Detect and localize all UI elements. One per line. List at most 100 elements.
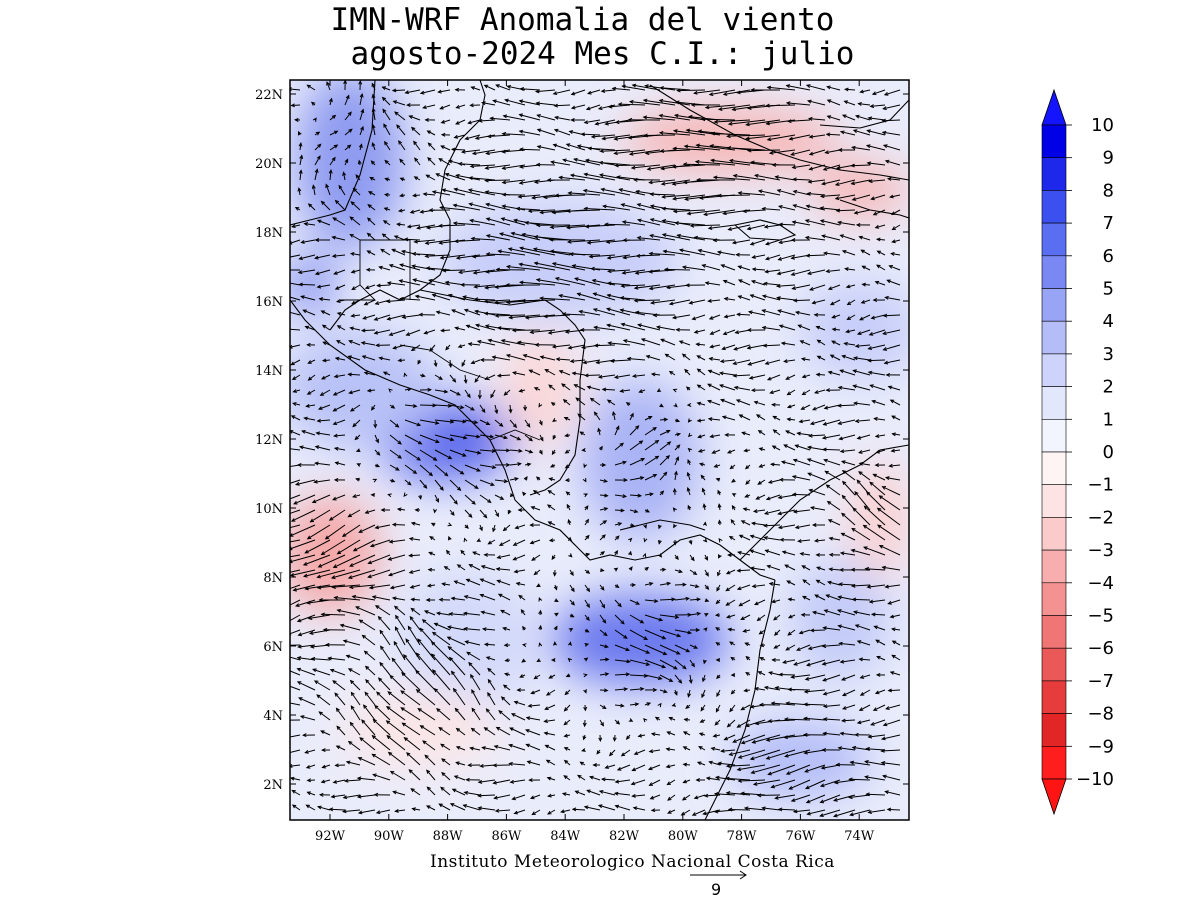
wind-vector (472, 269, 496, 275)
colorbar-label: −3 (1087, 540, 1114, 561)
wind-vector (646, 164, 676, 171)
wind-vector (882, 329, 901, 336)
wind-vector (298, 254, 316, 261)
wind-vector (290, 344, 301, 349)
wind-vector (575, 397, 586, 406)
wind-vector (518, 113, 541, 121)
wind-vector (697, 448, 706, 453)
wind-vector (600, 88, 616, 93)
wind-vector (668, 370, 676, 376)
wind-vector (449, 434, 468, 440)
wind-vector (371, 404, 376, 411)
wind-vector (504, 98, 526, 106)
wind-vector (524, 434, 533, 442)
wind-vector (381, 96, 391, 106)
wind-vector (483, 299, 511, 304)
wind-vector (696, 384, 706, 391)
wind-vector (661, 194, 691, 199)
wind-vector (746, 328, 766, 333)
wind-vector (851, 194, 871, 201)
wind-vector (852, 384, 871, 391)
wind-vector (839, 369, 856, 376)
wind-vector (751, 267, 766, 272)
wind-vector (883, 89, 901, 96)
wind-vector (491, 355, 511, 361)
wind-vector (352, 419, 361, 428)
wind-vector (644, 439, 660, 451)
wind-vector (866, 129, 886, 136)
wind-vector (399, 158, 406, 166)
wind-vector (501, 179, 526, 185)
wind-vector (464, 464, 481, 472)
wind-vector (633, 177, 661, 182)
colorbar-label: 8 (1103, 180, 1114, 201)
wind-vector (674, 221, 706, 226)
wind-vector (292, 389, 301, 393)
wind-vector (332, 404, 346, 412)
wind-vector (573, 384, 586, 391)
wind-vector (601, 134, 631, 141)
wind-vector (695, 143, 736, 151)
wind-vector (867, 358, 886, 363)
wind-vector (656, 388, 662, 393)
colorbar-segment (1041, 615, 1067, 649)
wind-vector (355, 174, 361, 181)
wind-vector (645, 354, 661, 361)
wind-vector (619, 388, 631, 393)
wind-vector (829, 354, 841, 361)
colorbar-segment (1041, 288, 1067, 322)
wind-vector (536, 145, 556, 151)
wind-vector (416, 224, 436, 230)
wind-vector (535, 278, 571, 286)
wind-vector (734, 329, 751, 335)
wind-vector (831, 340, 841, 346)
wind-vector (373, 314, 391, 321)
wind-vector (688, 299, 706, 305)
wind-vector (344, 111, 352, 121)
wind-vector (505, 283, 541, 288)
wind-vector (741, 431, 751, 436)
wind-vector (303, 222, 316, 227)
wind-vector (382, 108, 391, 121)
wind-vector (496, 373, 511, 378)
wind-vector (619, 308, 646, 316)
wind-vector (778, 222, 796, 227)
wind-vector (384, 140, 391, 151)
wind-vector (777, 205, 796, 211)
wind-vector (861, 265, 871, 271)
colorbar-segment (1041, 451, 1067, 486)
wind-vector (837, 419, 856, 425)
wind-vector (634, 269, 661, 275)
wind-vector (329, 144, 339, 151)
lon-label: 84W (550, 829, 581, 844)
colorbar-label: −10 (1076, 769, 1114, 790)
wind-vector (841, 354, 856, 361)
wind-vector (808, 134, 826, 139)
wind-vector (753, 400, 766, 406)
wind-vector (521, 298, 556, 303)
wind-vector (382, 371, 391, 376)
wind-vector (505, 354, 526, 361)
wind-vector (549, 463, 556, 468)
wind-vector (837, 385, 856, 391)
wind-vector (471, 149, 496, 156)
wind-vector (449, 389, 461, 396)
wind-vector (566, 239, 601, 244)
wind-vector (643, 133, 676, 138)
wind-vector (485, 252, 511, 257)
wind-vector (333, 269, 346, 275)
wind-vector (519, 164, 541, 169)
wind-vector (881, 118, 901, 123)
wind-vector (648, 269, 676, 274)
wind-vector (452, 203, 481, 211)
wind-vector (874, 280, 886, 286)
wind-vector (358, 143, 363, 151)
lon-label: 76W (785, 829, 816, 844)
wind-vector (528, 369, 541, 376)
wind-vector (329, 114, 337, 121)
wind-vector (351, 284, 361, 290)
wind-vector (732, 359, 751, 366)
wind-vector (620, 283, 646, 288)
wind-vector (552, 418, 557, 422)
wind-vector (891, 224, 901, 231)
